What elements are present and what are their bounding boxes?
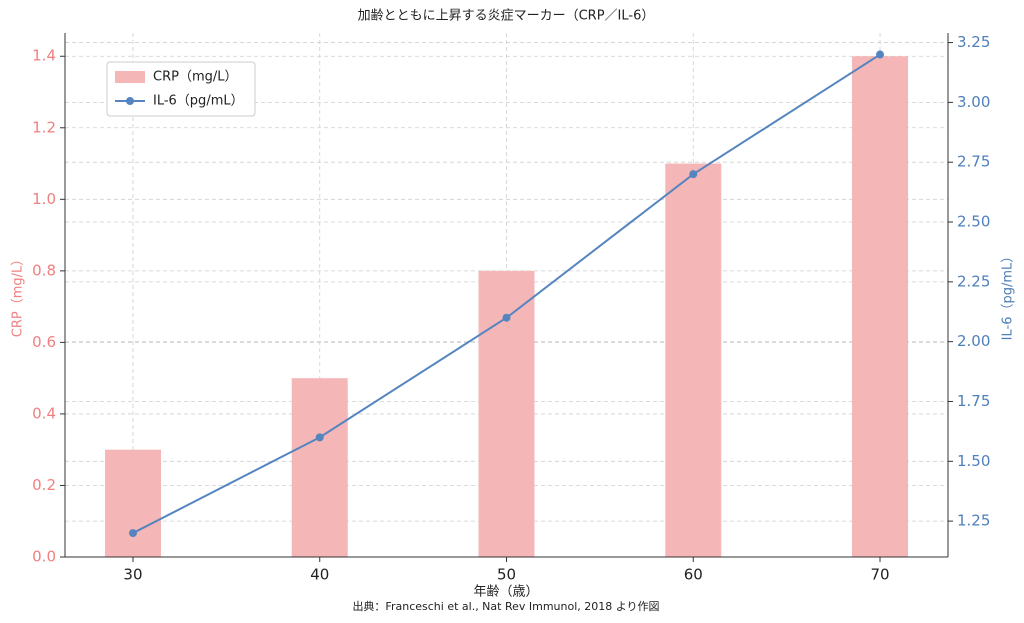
legend-label: IL-6（pg/mL）: [153, 94, 244, 109]
y-tick-label: 0.8: [32, 261, 56, 279]
y-tick-label: 1.2: [32, 118, 56, 136]
y2-tick-label: 2.25: [957, 272, 990, 290]
chart-title: 加齢とともに上昇する炎症マーカー（CRP／IL-6）: [358, 9, 655, 24]
y-tick-label: 0.0: [32, 548, 56, 566]
y2-tick-label: 2.75: [957, 153, 990, 171]
y-tick-label: 0.6: [32, 333, 56, 351]
x-tick-label: 50: [497, 566, 516, 584]
y2-tick-label: 3.00: [957, 93, 990, 111]
y-tick-label: 0.4: [32, 404, 56, 422]
marker: [502, 313, 511, 322]
bar: [852, 56, 909, 557]
x-axis-label: 年齢（歳）: [473, 585, 538, 600]
legend-swatch: [115, 71, 145, 83]
y2-tick-label: 2.00: [957, 332, 990, 350]
marker: [689, 170, 698, 179]
x-tick-label: 40: [310, 566, 329, 584]
x-tick-label: 30: [123, 566, 142, 584]
y-tick-label: 1.0: [32, 190, 56, 208]
y2-tick-label: 3.25: [957, 33, 990, 51]
y-axis-label: CRP（mg/L）: [11, 253, 26, 338]
x-tick-label: 60: [684, 566, 703, 584]
y2-axis-label: IL-6（pg/mL）: [1001, 250, 1016, 341]
bar: [104, 449, 161, 557]
source-note: 出典：Franceschi et al., Nat Rev Immunol, 2…: [352, 599, 659, 613]
y-tick-label: 0.2: [32, 476, 56, 494]
marker: [876, 50, 885, 59]
y2-tick-label: 1.25: [957, 512, 990, 530]
x-tick-label: 70: [870, 566, 889, 584]
y2-tick-label: 2.50: [957, 213, 990, 231]
marker: [128, 529, 137, 538]
marker: [315, 433, 324, 442]
y2-tick-label: 1.75: [957, 392, 990, 410]
bar: [291, 378, 348, 557]
legend-label: CRP（mg/L）: [153, 70, 238, 85]
legend-marker: [126, 97, 134, 105]
y-tick-label: 1.4: [32, 47, 56, 65]
y2-tick-label: 1.50: [957, 452, 990, 470]
bar: [665, 163, 722, 557]
